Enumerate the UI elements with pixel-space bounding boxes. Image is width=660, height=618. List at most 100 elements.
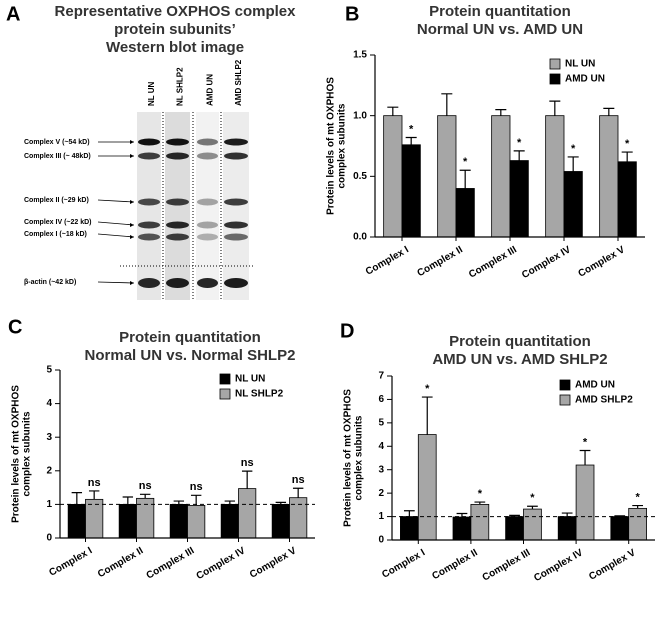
significance: *	[478, 488, 483, 500]
y-tick-label: 7	[378, 371, 384, 382]
blot-band	[197, 278, 218, 288]
y-tick-label: 6	[378, 394, 384, 405]
arrow	[97, 233, 135, 238]
legend-label: NL SHLP2	[235, 389, 284, 400]
y-axis-label: Protein levels of mt OXPHOS	[343, 389, 354, 527]
blot-title: Western blot image	[106, 39, 244, 56]
y-tick-label: 3	[46, 432, 52, 443]
bar	[238, 488, 257, 539]
error-bar	[403, 510, 415, 517]
legend-label: AMD UN	[575, 380, 615, 391]
x-tick-label: Complex I	[47, 545, 94, 579]
band-label: Complex I (~18 kD)	[24, 231, 87, 238]
blot-band	[224, 152, 248, 160]
band-label: Complex V (~54 kD)	[24, 139, 90, 146]
legend-label: AMD SHLP2	[575, 395, 633, 406]
blot-lane	[196, 112, 219, 300]
error-bar	[495, 109, 507, 116]
blot-band	[166, 198, 189, 206]
blot-band	[197, 138, 218, 146]
bar	[437, 115, 457, 238]
arrow-head	[130, 200, 134, 204]
blot-title: Representative OXPHOS complex	[55, 3, 297, 20]
lane-label: AMD UN	[206, 74, 215, 106]
arrow	[97, 221, 135, 226]
blot-band	[224, 138, 248, 146]
legend-swatch	[549, 73, 561, 85]
blot-band	[166, 152, 189, 160]
panel-label: A	[6, 3, 20, 25]
blot-band	[224, 221, 248, 229]
y-tick-label: 2	[46, 465, 52, 476]
x-tick-label: Complex V	[587, 547, 638, 583]
blot-band	[166, 233, 189, 241]
y-tick-label: 1.0	[353, 110, 367, 121]
bar	[271, 503, 290, 539]
error-bar	[139, 493, 151, 499]
significance: *	[583, 436, 588, 448]
chart-title: Normal UN vs. Normal SHLP2	[85, 347, 296, 364]
chart-title: Protein quantitation	[449, 333, 591, 350]
blot-title: protein subunits’	[114, 21, 236, 38]
panel-label: D	[340, 320, 354, 342]
bar	[545, 115, 565, 238]
error-bar	[527, 505, 538, 510]
panel-label: C	[8, 316, 22, 338]
error-bar	[474, 501, 486, 505]
arrow	[97, 281, 135, 284]
arrow-head	[130, 223, 134, 227]
legend-swatch	[549, 58, 561, 70]
blot-band	[224, 233, 248, 241]
bar	[400, 516, 419, 541]
significance: *	[517, 137, 522, 149]
blot-band	[138, 233, 160, 241]
panel-label: B	[345, 3, 359, 25]
significance: *	[625, 138, 630, 150]
x-tick-label: Complex V	[577, 244, 628, 280]
significance: *	[463, 156, 468, 168]
y-axis-label: Protein levels of mt OXPHOS	[11, 385, 22, 523]
blot-band	[224, 278, 248, 288]
x-tick-label: Complex IV	[532, 547, 585, 584]
bar	[169, 503, 188, 539]
blot-band	[197, 152, 218, 160]
chart-title: AMD UN vs. AMD SHLP2	[432, 351, 607, 368]
significance: ns	[139, 480, 152, 492]
blot-band	[138, 198, 160, 206]
legend-swatch	[219, 373, 231, 385]
bar	[563, 171, 583, 238]
blot-band	[138, 221, 160, 229]
y-axis-label: Protein levels of mt OXPHOS	[326, 77, 337, 215]
error-bar	[579, 449, 591, 466]
arrow-head	[130, 154, 134, 158]
bar	[289, 497, 308, 539]
significance: ns	[190, 481, 203, 493]
error-bar	[561, 512, 573, 517]
lane-label: AMD SHLP2	[234, 59, 243, 106]
x-tick-label: Complex II	[430, 547, 479, 582]
band-label: β-actin (~42 kD)	[24, 279, 76, 286]
error-bar	[241, 470, 253, 489]
y-tick-label: 1	[46, 499, 52, 510]
error-bar	[173, 500, 185, 505]
significance: *	[636, 491, 641, 503]
y-tick-label: 3	[378, 464, 384, 475]
x-tick-label: Complex III	[145, 545, 197, 581]
error-bar	[387, 106, 399, 116]
significance: ns	[88, 477, 101, 489]
x-tick-label: Complex II	[416, 244, 465, 279]
error-bar	[441, 93, 453, 116]
legend-label: NL UN	[565, 59, 595, 70]
significance: *	[530, 492, 535, 504]
y-tick-label: 0	[378, 535, 384, 546]
bar	[628, 507, 647, 541]
error-bar	[224, 500, 236, 505]
bar	[401, 144, 421, 238]
y-tick-label: 5	[46, 365, 52, 376]
bar	[187, 505, 206, 539]
error-bar	[549, 100, 561, 116]
arrow-head	[130, 235, 134, 239]
bar	[575, 464, 595, 541]
error-bar	[122, 496, 134, 505]
lane-label: NL UN	[147, 81, 156, 106]
